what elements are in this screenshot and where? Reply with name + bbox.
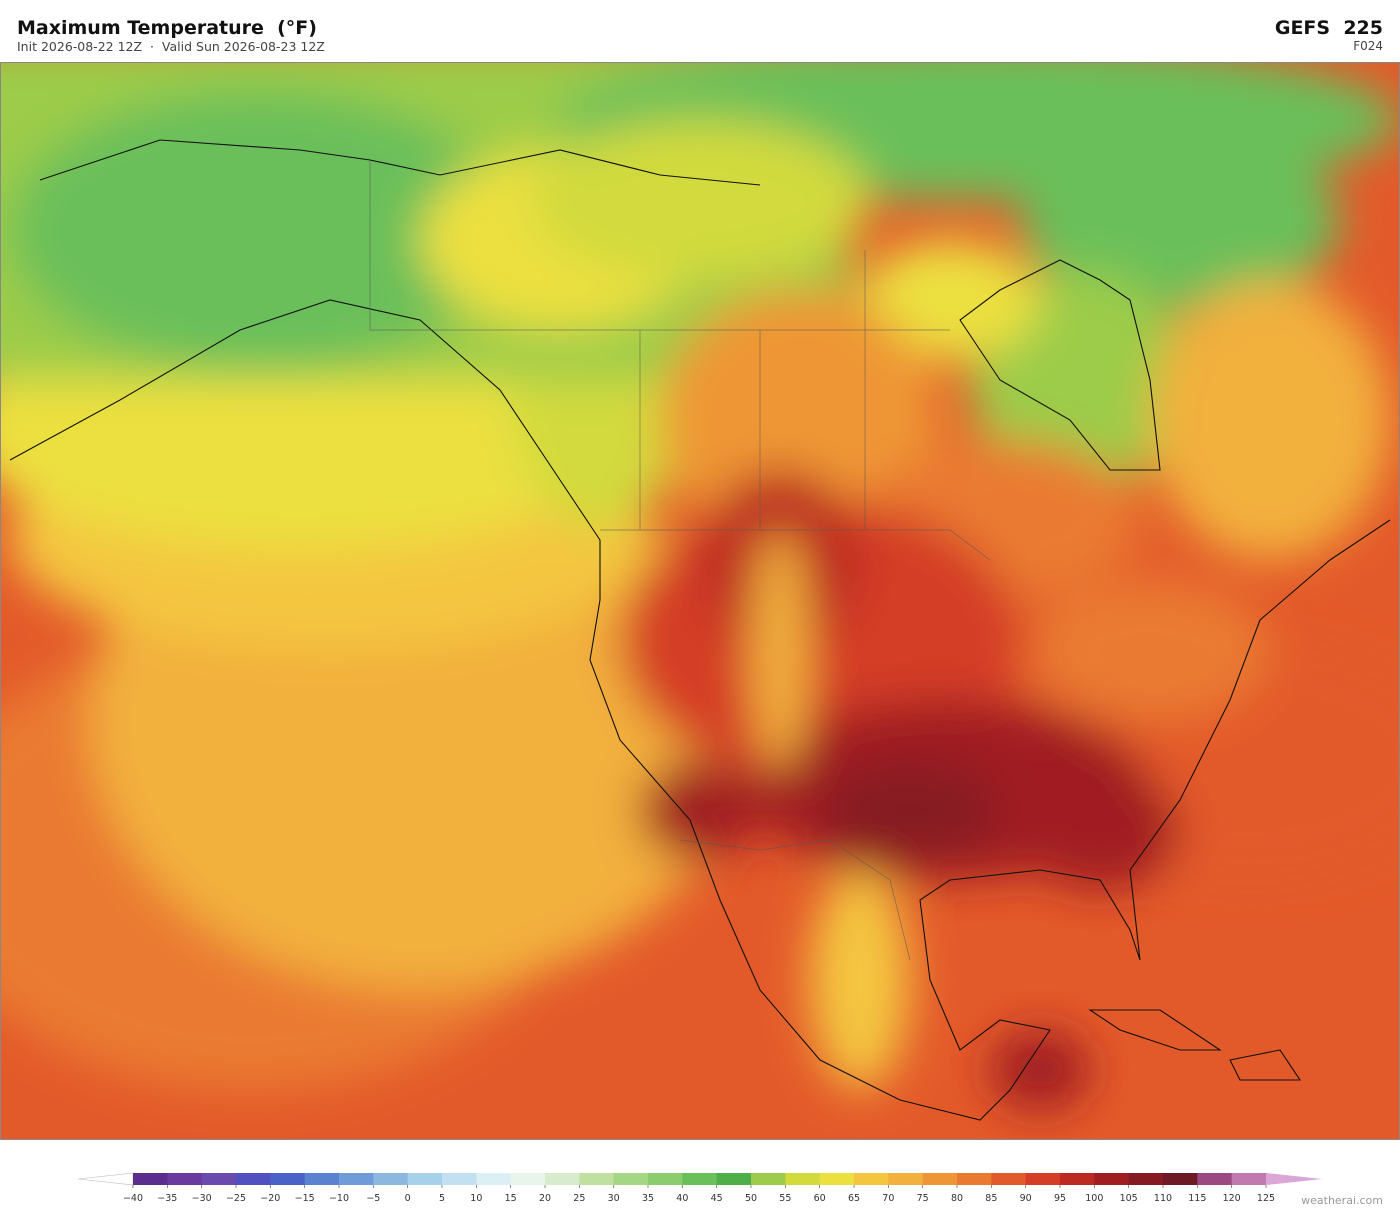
colorbar-bin — [270, 1173, 306, 1185]
colorbar-tick-label: −40 — [123, 1193, 143, 1204]
title: Maximum Temperature (°F) — [17, 17, 317, 39]
colorbar-bin — [648, 1173, 683, 1185]
colorbar-tick-label: 85 — [985, 1193, 997, 1204]
colorbar-tick-label: 80 — [951, 1193, 963, 1204]
colorbar-tick-label: 20 — [539, 1193, 551, 1204]
colorbar-bin — [888, 1173, 924, 1185]
colorbar-bin — [1128, 1173, 1164, 1185]
colorbar-tick-label: −35 — [157, 1193, 177, 1204]
colorbar-bin — [819, 1173, 855, 1185]
colorbar-bin — [1231, 1173, 1267, 1185]
colorbar: −40 −35 −30 −25 −20 −15 −10 −5 0 5 10 15 20 25 30 35 40 4… — [77, 1172, 1322, 1204]
colorbar-bin — [1060, 1173, 1095, 1185]
colorbar-bin — [407, 1173, 443, 1185]
colorbar-bin — [442, 1173, 477, 1185]
colorbar-tick-label: −30 — [192, 1193, 212, 1204]
colorbar-bin — [201, 1173, 237, 1185]
colorbar-bin — [1197, 1173, 1233, 1185]
colorbar-bin — [133, 1173, 168, 1185]
colorbar-tick-label: 40 — [676, 1193, 688, 1204]
colorbar-tick-label: 30 — [608, 1193, 620, 1204]
map — [0, 62, 1400, 1140]
colorbar-tick-label: 70 — [882, 1193, 894, 1204]
subtitle: Init 2026-08-22 12Z · Valid Sun 2026-08-… — [17, 39, 325, 54]
colorbar-tick-label: 5 — [439, 1193, 445, 1204]
colorbar-tick-label: 0 — [405, 1193, 411, 1204]
colorbar-tick-label: −15 — [295, 1193, 315, 1204]
colorbar-bin — [1163, 1173, 1198, 1185]
colorbar-tick-label: 65 — [848, 1193, 860, 1204]
colorbar-bin — [167, 1173, 203, 1185]
colorbar-bin — [682, 1173, 718, 1185]
colorbar-tick-label: 110 — [1154, 1193, 1172, 1204]
colorbar-bin — [991, 1173, 1027, 1185]
colorbar-over — [1266, 1173, 1322, 1185]
colorbar-bin — [236, 1173, 271, 1185]
colorbar-tick-label: 90 — [1020, 1193, 1032, 1204]
colorbar-bin — [957, 1173, 992, 1185]
colorbar-bin — [304, 1173, 340, 1185]
colorbar-bin — [1025, 1173, 1061, 1185]
colorbar-bin — [751, 1173, 786, 1185]
colorbar-bin — [545, 1173, 580, 1185]
colorbar-bin — [476, 1173, 512, 1185]
colorbar-under — [77, 1172, 134, 1186]
colorbar-tick-label: −5 — [366, 1193, 380, 1204]
colorbar-tick-label: 105 — [1120, 1193, 1138, 1204]
colorbar-tick-label: 10 — [470, 1193, 482, 1204]
colorbar-bin — [1094, 1173, 1130, 1185]
colorbar-tick-label: −25 — [226, 1193, 246, 1204]
colorbar-tick-label: 60 — [814, 1193, 826, 1204]
colorbar-tick-label: 55 — [779, 1193, 791, 1204]
colorbar-bin — [716, 1173, 752, 1185]
colorbar-bin — [579, 1173, 615, 1185]
colorbar-bin — [613, 1173, 649, 1185]
colorbar-bin — [339, 1173, 374, 1185]
colorbar-tick-label: 120 — [1223, 1193, 1241, 1204]
model: GEFS 225 — [1275, 17, 1383, 39]
colorbar-tick-label: 115 — [1188, 1193, 1206, 1204]
watermark: weatherai.com — [1301, 1194, 1383, 1207]
colorbar-tick-label: 35 — [642, 1193, 654, 1204]
colorbar-bin — [785, 1173, 821, 1185]
colorbar-tick-label: 15 — [505, 1193, 517, 1204]
colorbar-tick-label: −20 — [260, 1193, 280, 1204]
colorbar-bin — [854, 1173, 889, 1185]
colorbar-tick-label: −10 — [329, 1193, 349, 1204]
colorbar-tick-label: 50 — [745, 1193, 757, 1204]
forecast-hour: F024 — [1353, 39, 1383, 53]
colorbar-tick-label: 25 — [573, 1193, 585, 1204]
colorbar-tick-label: 75 — [917, 1193, 929, 1204]
colorbar-tick-label: 95 — [1054, 1193, 1066, 1204]
colorbar-tick-label: 125 — [1257, 1193, 1275, 1204]
colorbar-bin — [922, 1173, 958, 1185]
colorbar-tick-label: 100 — [1085, 1193, 1103, 1204]
colorbar-bin — [373, 1173, 409, 1185]
colorbar-tick-label: 45 — [711, 1193, 723, 1204]
colorbar-bin — [510, 1173, 546, 1185]
